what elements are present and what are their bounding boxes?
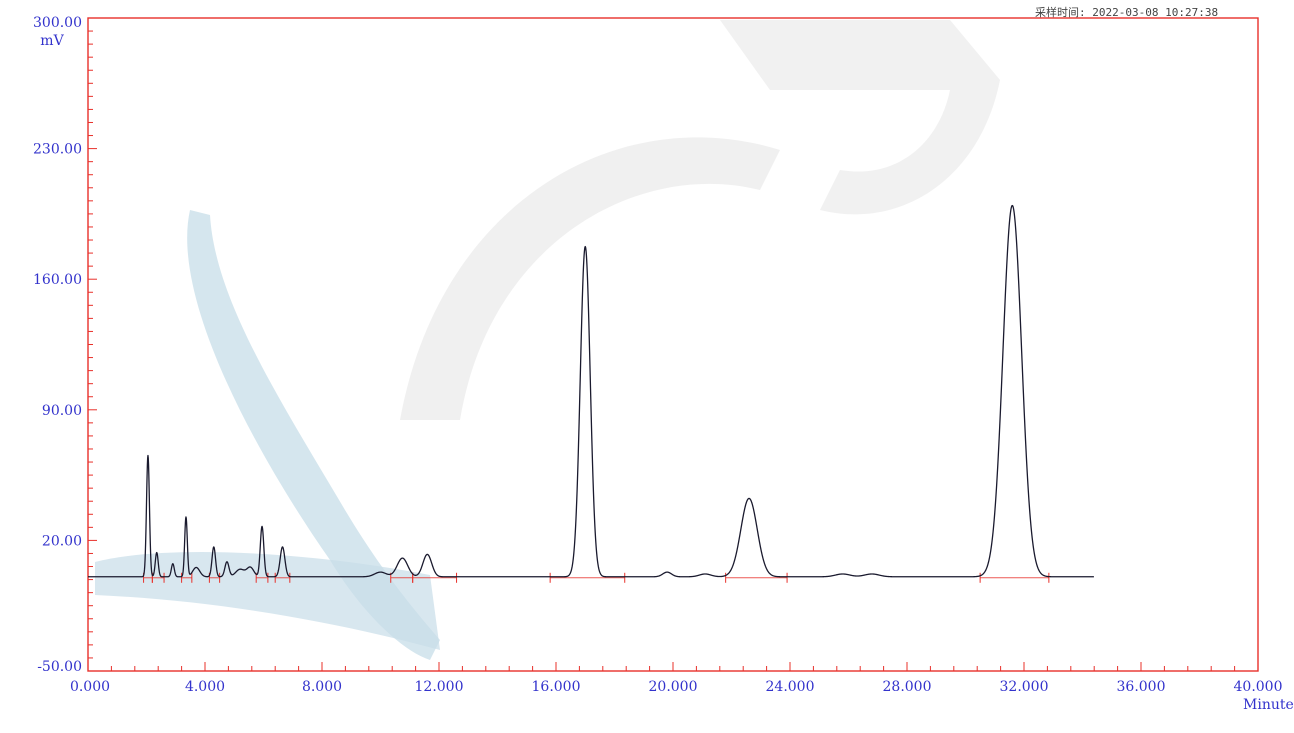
x-tick-label: 40.000	[1234, 679, 1283, 695]
x-tick-label: 0.000	[70, 679, 110, 695]
x-unit-label: Minutes	[1243, 697, 1294, 713]
y-tick-label: 90.00	[42, 403, 82, 419]
x-tick-label: 36.000	[1117, 679, 1166, 695]
y-tick-label: 230.00	[33, 142, 82, 158]
x-tick-label: 8.000	[302, 679, 342, 695]
chromatogram-trace	[87, 204, 1095, 578]
y-tick-label: 160.00	[33, 272, 82, 288]
watermark-arc-left	[400, 137, 780, 420]
watermark	[95, 20, 1000, 660]
x-tick-label: 12.000	[415, 679, 464, 695]
y-tick-label: 300.00	[33, 15, 82, 31]
x-tick-label: 20.000	[649, 679, 698, 695]
x-tick-label: 28.000	[883, 679, 932, 695]
y-tick-label: 20.00	[42, 533, 82, 549]
watermark-stroke-base	[95, 552, 440, 650]
x-tick-label: 16.000	[532, 679, 581, 695]
watermark-arc-right	[720, 20, 1000, 215]
y-tick-label: -50.00	[37, 659, 82, 675]
axis-labels: 300.00 230.00 160.00 90.00 20.00 -50.00 mV 0.00…	[33, 15, 1294, 713]
x-tick-label: 32.000	[1000, 679, 1049, 695]
acquisition-header: 采样时间: 2022-03-08 10:27:38	[1035, 6, 1219, 19]
chromatogram-trace-group	[87, 204, 1095, 578]
x-tick-label: 4.000	[185, 679, 225, 695]
y-unit-label: mV	[40, 33, 64, 49]
axes	[87, 17, 1259, 672]
x-tick-label: 24.000	[766, 679, 815, 695]
